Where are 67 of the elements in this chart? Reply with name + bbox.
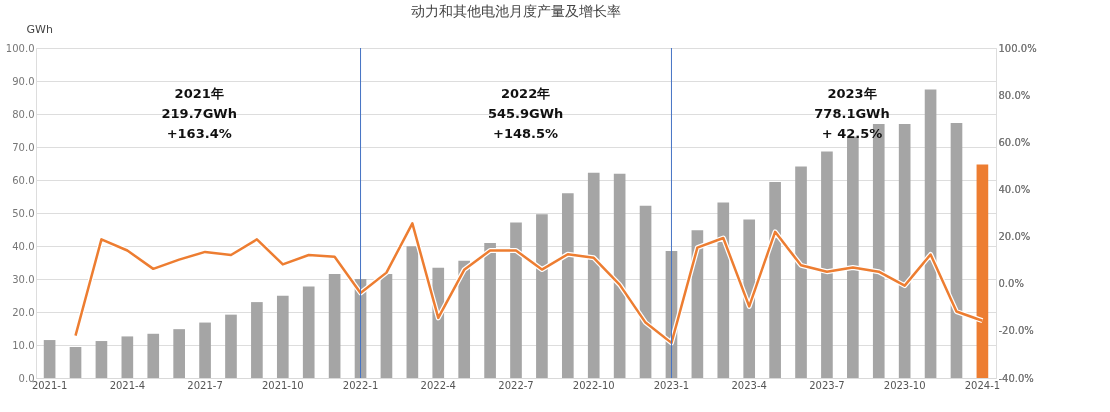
bar (147, 333, 160, 378)
bar (510, 222, 522, 378)
x-tick-label: 2022-7 (498, 379, 534, 391)
bar (328, 274, 341, 378)
bar (69, 346, 82, 378)
bar (821, 151, 833, 378)
y-tick-label: 80.0 (12, 108, 35, 120)
y2-tick-label: -20.0% (998, 325, 1034, 337)
bar (251, 302, 263, 378)
bar (225, 314, 237, 378)
y-axis-title: GWh (26, 22, 53, 36)
x-tick-label: 2021-4 (109, 379, 146, 391)
y-tick-label: 10.0 (12, 339, 35, 351)
x-tick-label: 2023-4 (731, 379, 767, 391)
bar (639, 205, 652, 378)
bar (898, 123, 911, 378)
x-tick-label: 2022-10 (572, 379, 615, 391)
bar (173, 329, 185, 378)
bar (199, 322, 211, 378)
bar (717, 202, 730, 378)
x-tick-label: 2023-7 (809, 379, 845, 391)
y2-tick-label: 60.0% (998, 136, 1031, 148)
y2-tick-label: -40.0% (998, 372, 1034, 384)
bar (795, 166, 807, 378)
x-tick-label: 2023-1 (653, 379, 690, 391)
bar (950, 122, 963, 378)
bar (276, 295, 289, 378)
bar (121, 336, 134, 378)
bar (847, 136, 859, 378)
y2-tick-label: 0.0% (998, 278, 1024, 290)
annotation: 2021年 219.7GWh +163.4% (161, 86, 237, 141)
x-tick-label: 2022-4 (420, 379, 456, 391)
y2-tick-label: 20.0% (998, 231, 1031, 243)
bar (43, 340, 56, 378)
bar (536, 214, 548, 378)
bar (613, 173, 626, 378)
x-tick-label: 2021-10 (261, 379, 304, 391)
y-tick-label: 70.0 (12, 141, 35, 153)
y2-tick-label: 80.0% (998, 89, 1031, 101)
y-tick-label: 40.0 (12, 240, 35, 252)
x-tick-label: 2023-10 (883, 379, 926, 391)
bar (458, 260, 471, 378)
x-tick-label: 2024-1 (964, 379, 1001, 391)
bar (587, 172, 600, 378)
y-tick-label: 30.0 (12, 273, 35, 285)
bar (302, 286, 315, 378)
bar (95, 341, 108, 378)
y-tick-label: 100.0 (5, 42, 35, 54)
x-tick-label: 2021-7 (187, 379, 223, 391)
bar (406, 246, 419, 378)
y-tick-label: 90.0 (12, 75, 35, 87)
y-tick-label: 50.0 (12, 207, 35, 219)
bar (924, 89, 937, 378)
y-tick-label: 0.0 (18, 372, 35, 384)
bar (743, 219, 756, 378)
annotation: 2023年 778.1GWh + 42.5% (814, 86, 890, 141)
y-tick-label: 20.0 (12, 306, 35, 318)
chart-title: 动力和其他电池月度产量及增长率 (411, 3, 621, 19)
bar (380, 274, 393, 378)
annotation: 2022年 545.9GWh +148.5% (487, 86, 564, 141)
x-tick-label: 2022-1 (342, 379, 379, 391)
y2-tick-label: 40.0% (998, 183, 1031, 195)
y2-tick-label: 100.0% (998, 42, 1037, 54)
y-tick-label: 60.0 (12, 174, 35, 186)
bar (769, 181, 781, 378)
bar (484, 243, 496, 378)
bar (561, 193, 574, 378)
